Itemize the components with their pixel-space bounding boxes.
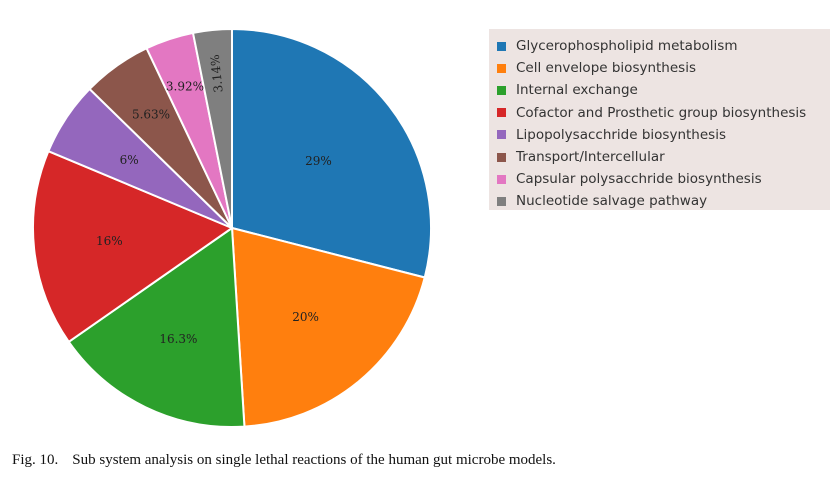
legend-swatch (497, 196, 506, 206)
legend-label: Internal exchange (516, 82, 638, 99)
legend-item: Nucleotide salvage pathway (497, 190, 824, 212)
legend-swatch (497, 41, 506, 51)
pie-slice-4 (32, 149, 235, 344)
legend-swatch (497, 85, 506, 95)
legend-item: Transport/Intercellular (497, 146, 824, 168)
legend-item: Glycerophospholipid metabolism (497, 35, 824, 57)
pie-slice-label-6: 5.63% (132, 108, 170, 122)
legend-swatch (497, 152, 506, 162)
caption-text: Sub system analysis on single lethal rea… (72, 452, 556, 468)
pie-slice-1 (231, 27, 432, 279)
pie-slice-2 (230, 226, 426, 428)
legend-item: Capsular polysacchride biosynthesis (497, 168, 824, 190)
legend-label: Nucleotide salvage pathway (516, 193, 708, 210)
legend-item: Internal exchange (497, 79, 824, 101)
legend-label: Cell envelope biosynthesis (516, 60, 696, 77)
pie-chart: 29% 20% 16.3% 16% 6% 5.63% 3.92% 3.14% (32, 27, 432, 428)
pie-slices (32, 27, 432, 428)
pie-slice-label-2: 20% (292, 310, 319, 324)
legend-item: Cofactor and Prosthetic group biosynthes… (497, 102, 824, 124)
legend-swatch (497, 63, 506, 73)
caption-number: Fig. 10. (12, 452, 59, 468)
figure-caption: Fig. 10. Sub system analysis on single le… (12, 452, 556, 469)
legend-label: Glycerophospholipid metabolism (516, 38, 738, 55)
legend-item: Lipopolysacchride biosynthesis (497, 124, 824, 146)
pie-slice-8 (191, 27, 233, 229)
pie-slice-label-7: 3.92% (166, 79, 204, 93)
pie-slice-label-3: 16.3% (159, 332, 197, 346)
legend-swatch (497, 130, 506, 140)
pie-labels: 29% 20% 16.3% 16% 6% 5.63% 3.92% 3.14% (96, 54, 332, 346)
pie-slice-3 (67, 226, 246, 428)
legend-swatch (497, 174, 506, 184)
legend-item: Cell envelope biosynthesis (497, 57, 824, 79)
legend-swatch (497, 108, 506, 118)
legend-label: Capsular polysacchride biosynthesis (516, 171, 762, 188)
pie-slice-label-5: 6% (120, 153, 139, 167)
legend: Glycerophospholipid metabolism Cell envel… (489, 29, 830, 210)
legend-label: Lipopolysacchride biosynthesis (516, 126, 726, 143)
legend-label: Transport/Intercellular (516, 149, 665, 166)
legend-label: Cofactor and Prosthetic group biosynthes… (516, 104, 807, 121)
pie-slice-label-8: 3.14% (208, 54, 226, 93)
pie-slice-label-1: 29% (305, 154, 332, 168)
pie-slice-label-4: 16% (96, 234, 123, 248)
